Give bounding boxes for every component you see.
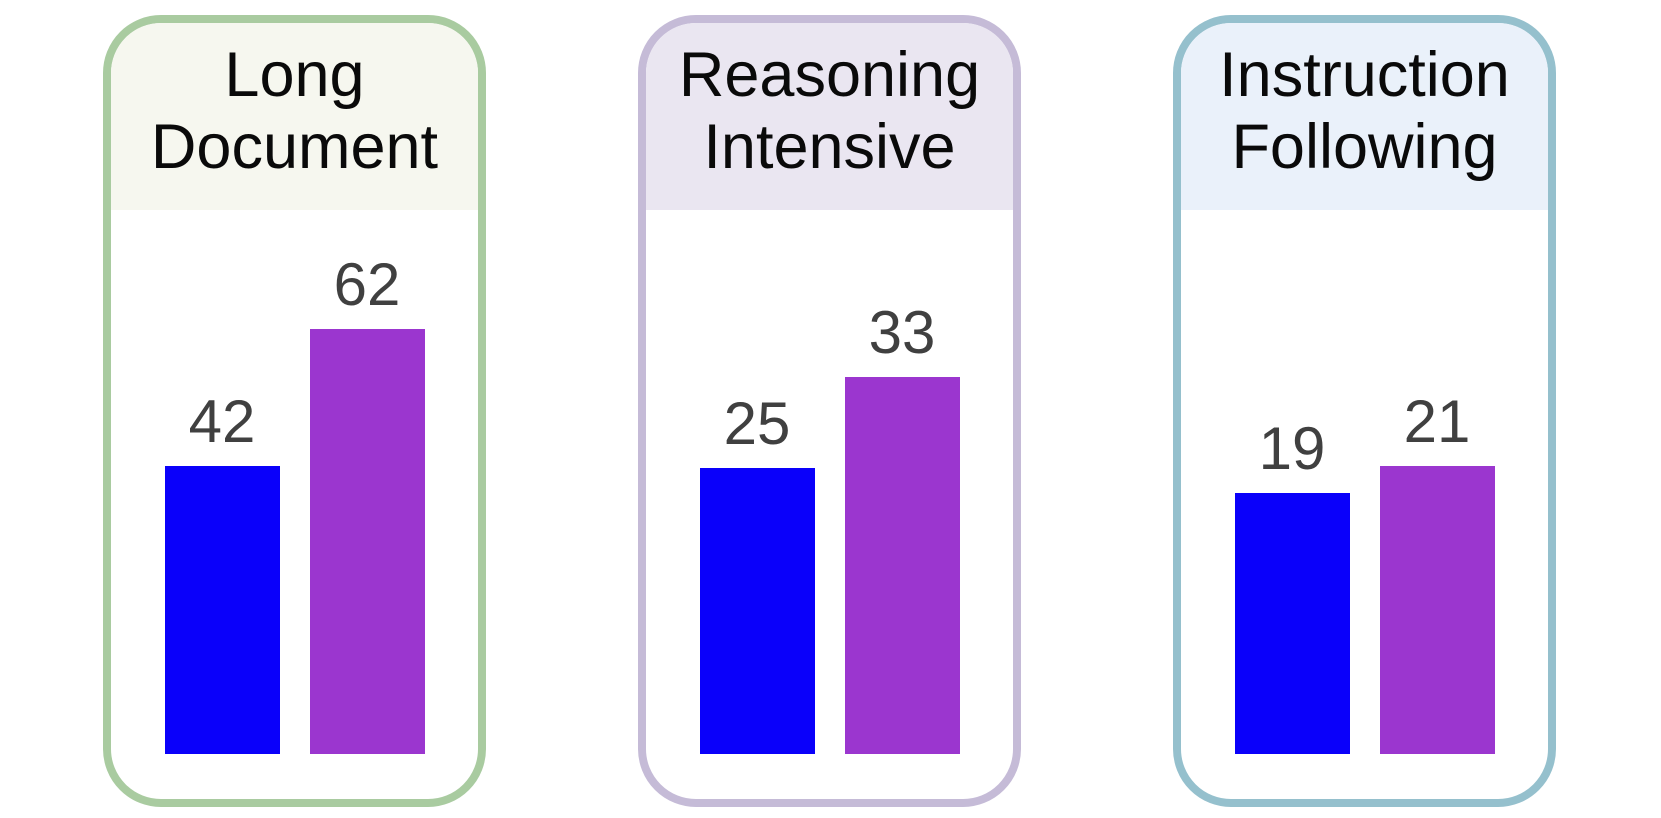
bar-group: 21	[1379, 388, 1495, 754]
bar-group: 62	[309, 251, 425, 754]
blue-bar	[699, 468, 815, 754]
card-header: Instruction Following	[1181, 23, 1548, 210]
bar-group: 42	[164, 388, 280, 754]
bar-value-label: 25	[723, 390, 791, 457]
purple-bar	[844, 377, 960, 754]
card-long-document: Long Document 42 62	[103, 15, 486, 807]
bar-value-label: 19	[1258, 415, 1326, 482]
card-instruction-following: Instruction Following 19 21	[1173, 15, 1556, 807]
bar-value-label: 62	[333, 251, 401, 318]
blue-bar	[1234, 493, 1350, 754]
card-header: Long Document	[111, 23, 478, 210]
bar-group: 25	[699, 390, 815, 754]
purple-bar	[309, 329, 425, 754]
bar-chart: 42 62	[111, 210, 478, 799]
card-header: Reasoning Intensive	[646, 23, 1013, 210]
bar-group: 33	[844, 299, 960, 754]
bar-value-label: 33	[868, 299, 936, 366]
card-title: Instruction Following	[1219, 40, 1510, 182]
bar-group: 19	[1234, 415, 1350, 754]
card-title: Long Document	[150, 40, 439, 182]
bar-value-label: 42	[188, 388, 256, 455]
bar-chart: 19 21	[1181, 210, 1548, 799]
purple-bar	[1379, 466, 1495, 754]
card-reasoning-intensive: Reasoning Intensive 25 33	[638, 15, 1021, 807]
blue-bar	[164, 466, 280, 754]
bar-chart: 25 33	[646, 210, 1013, 799]
card-title: Reasoning Intensive	[678, 40, 981, 182]
bar-value-label: 21	[1403, 388, 1471, 455]
